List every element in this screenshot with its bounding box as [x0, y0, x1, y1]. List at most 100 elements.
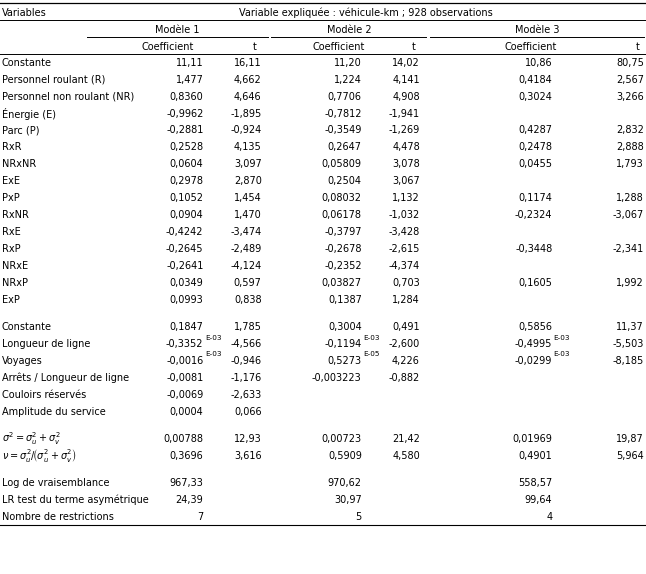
Text: Voyages: Voyages: [2, 356, 43, 366]
Text: Log de vraisemblance: Log de vraisemblance: [2, 478, 109, 488]
Text: 1,470: 1,470: [234, 210, 262, 220]
Text: 0,05809: 0,05809: [322, 160, 362, 169]
Text: 0,7706: 0,7706: [328, 92, 362, 102]
Text: 80,75: 80,75: [616, 58, 644, 68]
Text: -0,2645: -0,2645: [166, 244, 203, 254]
Text: 0,00723: 0,00723: [322, 434, 362, 444]
Text: 0,08032: 0,08032: [322, 193, 362, 203]
Text: $\sigma^2 = \sigma_u^2 + \sigma_v^2$: $\sigma^2 = \sigma_u^2 + \sigma_v^2$: [2, 430, 61, 447]
Text: 14,02: 14,02: [392, 58, 420, 68]
Text: E-03: E-03: [205, 335, 222, 340]
Text: -2,489: -2,489: [231, 244, 262, 254]
Text: -3,474: -3,474: [231, 227, 262, 237]
Text: 0,0993: 0,0993: [170, 295, 203, 305]
Text: 12,93: 12,93: [234, 434, 262, 444]
Text: -4,374: -4,374: [389, 261, 420, 271]
Text: 1,132: 1,132: [392, 193, 420, 203]
Text: 0,06178: 0,06178: [322, 210, 362, 220]
Text: -8,185: -8,185: [613, 356, 644, 366]
Text: 19,87: 19,87: [616, 434, 644, 444]
Text: ExE: ExE: [2, 176, 20, 186]
Text: Amplitude du service: Amplitude du service: [2, 407, 106, 417]
Text: 4,580: 4,580: [392, 451, 420, 461]
Text: -5,503: -5,503: [612, 339, 644, 349]
Text: -0,882: -0,882: [389, 373, 420, 383]
Text: 0,838: 0,838: [234, 295, 262, 305]
Text: 0,4287: 0,4287: [518, 126, 552, 135]
Text: 4,908: 4,908: [392, 92, 420, 102]
Text: 0,1387: 0,1387: [328, 295, 362, 305]
Text: t: t: [412, 42, 415, 52]
Text: 3,616: 3,616: [234, 451, 262, 461]
Text: 4,141: 4,141: [392, 75, 420, 84]
Text: -0,0081: -0,0081: [166, 373, 203, 383]
Text: 11,20: 11,20: [334, 58, 362, 68]
Text: 1,785: 1,785: [234, 322, 262, 332]
Text: 0,1052: 0,1052: [169, 193, 203, 203]
Text: -0,946: -0,946: [231, 356, 262, 366]
Text: 0,0604: 0,0604: [170, 160, 203, 169]
Text: 1,992: 1,992: [616, 278, 644, 288]
Text: -0,2881: -0,2881: [166, 126, 203, 135]
Text: PxP: PxP: [2, 193, 19, 203]
Text: 0,491: 0,491: [392, 322, 420, 332]
Text: 0,1174: 0,1174: [519, 193, 552, 203]
Text: 30,97: 30,97: [334, 495, 362, 505]
Text: Coefficient: Coefficient: [504, 42, 557, 52]
Text: 4,662: 4,662: [234, 75, 262, 84]
Text: 967,33: 967,33: [170, 478, 203, 488]
Text: Constante: Constante: [2, 322, 52, 332]
Text: -0,9962: -0,9962: [166, 108, 203, 118]
Text: 0,4184: 0,4184: [519, 75, 552, 84]
Text: 2,870: 2,870: [234, 176, 262, 186]
Text: -0,3549: -0,3549: [324, 126, 362, 135]
Text: 0,1847: 0,1847: [170, 322, 203, 332]
Text: Variables: Variables: [2, 8, 47, 18]
Text: Personnel non roulant (NR): Personnel non roulant (NR): [2, 92, 134, 102]
Text: -4,124: -4,124: [231, 261, 262, 271]
Text: Modèle 3: Modèle 3: [515, 25, 559, 34]
Text: -0,2678: -0,2678: [324, 244, 362, 254]
Text: E-03: E-03: [554, 335, 570, 340]
Text: 970,62: 970,62: [328, 478, 362, 488]
Text: Modèle 2: Modèle 2: [326, 25, 371, 34]
Text: 0,597: 0,597: [234, 278, 262, 288]
Text: Modèle 1: Modèle 1: [156, 25, 200, 34]
Text: 21,42: 21,42: [392, 434, 420, 444]
Text: 0,3024: 0,3024: [519, 92, 552, 102]
Text: 0,0455: 0,0455: [518, 160, 552, 169]
Text: t: t: [253, 42, 257, 52]
Text: -1,176: -1,176: [231, 373, 262, 383]
Text: -1,941: -1,941: [389, 108, 420, 118]
Text: 0,2504: 0,2504: [328, 176, 362, 186]
Text: E-03: E-03: [363, 335, 380, 340]
Text: 11,11: 11,11: [176, 58, 203, 68]
Text: 0,066: 0,066: [234, 407, 262, 417]
Text: NRxNR: NRxNR: [2, 160, 36, 169]
Text: Coefficient: Coefficient: [313, 42, 366, 52]
Text: 99,64: 99,64: [525, 495, 552, 505]
Text: 0,0904: 0,0904: [170, 210, 203, 220]
Text: 2,832: 2,832: [616, 126, 644, 135]
Text: E-03: E-03: [205, 351, 222, 358]
Text: NRxP: NRxP: [2, 278, 28, 288]
Text: ExP: ExP: [2, 295, 20, 305]
Text: -3,428: -3,428: [389, 227, 420, 237]
Text: 0,0004: 0,0004: [170, 407, 203, 417]
Text: 1,454: 1,454: [234, 193, 262, 203]
Text: -0,2641: -0,2641: [166, 261, 203, 271]
Text: RxE: RxE: [2, 227, 21, 237]
Text: 0,5909: 0,5909: [328, 451, 362, 461]
Text: -0,0299: -0,0299: [515, 356, 552, 366]
Text: Longueur de ligne: Longueur de ligne: [2, 339, 90, 349]
Text: -2,633: -2,633: [231, 390, 262, 400]
Text: -0,0069: -0,0069: [166, 390, 203, 400]
Text: Parc (P): Parc (P): [2, 126, 39, 135]
Text: 3,266: 3,266: [616, 92, 644, 102]
Text: $\nu = \sigma_u^2/\!\left(\sigma_u^2 + \sigma_v^2\right)$: $\nu = \sigma_u^2/\!\left(\sigma_u^2 + \…: [2, 447, 77, 464]
Text: 5,964: 5,964: [616, 451, 644, 461]
Text: 7: 7: [197, 512, 203, 522]
Text: 0,3696: 0,3696: [170, 451, 203, 461]
Text: LR test du terme asymétrique: LR test du terme asymétrique: [2, 495, 149, 505]
Text: -0,2352: -0,2352: [324, 261, 362, 271]
